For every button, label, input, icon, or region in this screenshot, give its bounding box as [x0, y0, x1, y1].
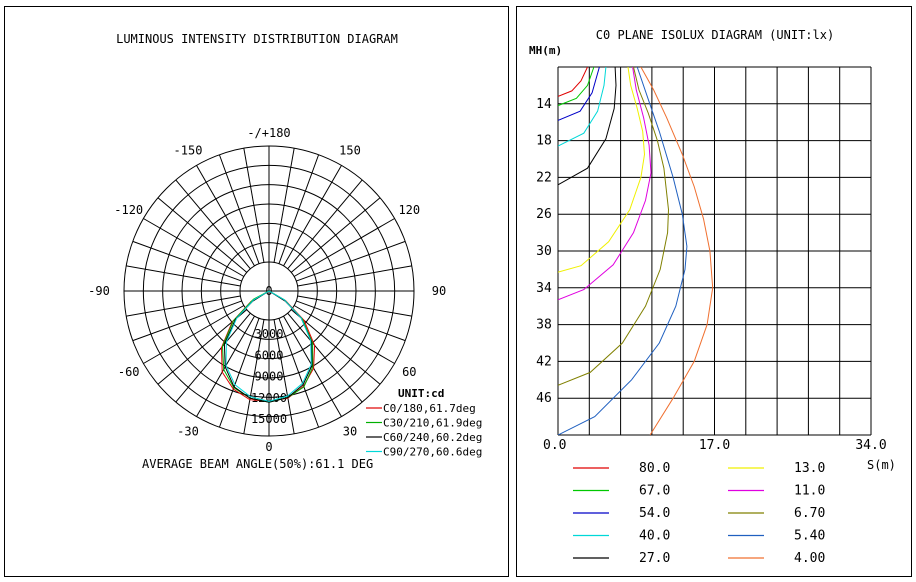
polar-spoke: [278, 318, 320, 428]
polar-spoke: [297, 295, 412, 317]
isolux-legend-label: 40.0: [639, 529, 670, 544]
isolux-legend-label: 6.70: [794, 506, 825, 521]
polar-spoke: [132, 300, 242, 342]
polar-spoke: [243, 148, 265, 263]
polar-spoke: [126, 295, 241, 317]
polar-angle-label: 120: [398, 203, 420, 217]
polar-spoke: [157, 197, 248, 273]
isolux-series-curve: [558, 67, 588, 97]
isolux-series-curve: [558, 67, 670, 386]
polar-spoke: [273, 148, 295, 263]
isolux-x-tick: 34.0: [855, 438, 886, 453]
isolux-legend-label: 27.0: [639, 551, 670, 566]
polar-spoke: [296, 240, 406, 282]
isolux-panel: C0 PLANE ISOLUX DIAGRAM (UNIT:lx) MH(m) S(…: [516, 6, 912, 577]
polar-angle-label: -/+180: [247, 126, 290, 140]
polar-angle-label: -60: [118, 365, 140, 379]
isolux-x-tick: 17.0: [699, 438, 730, 453]
polar-angle-label: 60: [402, 365, 416, 379]
isolux-legend-label: 13.0: [794, 461, 825, 476]
polar-spoke: [143, 218, 245, 277]
polar-spoke: [287, 312, 363, 403]
polar-angle-label: 90: [432, 284, 446, 298]
isolux-x-tick: 0.0: [543, 438, 566, 453]
polar-radial-tick: 15000: [251, 412, 287, 426]
isolux-series-curve: [558, 67, 652, 301]
polar-spoke: [273, 319, 295, 434]
isolux-y-tick: 34: [536, 281, 552, 296]
polar-angle-label: -150: [174, 144, 203, 158]
isolux-y-tick: 42: [536, 354, 552, 369]
isolux-legend-label: 67.0: [639, 484, 670, 499]
polar-angle-label: 0: [265, 440, 272, 454]
isolux-series-curve: [558, 67, 595, 107]
isolux-legend-label: 4.00: [794, 551, 825, 566]
polar-unit-label: UNIT:cd: [398, 387, 444, 400]
polar-spoke: [143, 305, 245, 364]
isolux-x-axis-label: S(m): [867, 458, 896, 472]
isolux-y-tick: 46: [536, 391, 552, 406]
polar-spoke: [290, 309, 381, 385]
polar-series-curve: [225, 290, 312, 402]
isolux-series-curve: [558, 67, 600, 121]
isolux-series-curve: [558, 67, 688, 435]
isolux-y-tick: 26: [536, 207, 552, 222]
polar-angle-label: 30: [343, 424, 357, 438]
isolux-legend-label: 11.0: [794, 484, 825, 499]
isolux-series-curve: [558, 67, 617, 186]
polar-legend-label: C30/210,61.9deg: [383, 417, 482, 430]
polar-title: LUMINOUS INTENSITY DISTRIBUTION DIAGRAM: [116, 32, 398, 46]
isolux-y-axis-label: MH(m): [529, 44, 562, 57]
isolux-y-tick: 18: [536, 134, 552, 149]
isolux-series-curve: [640, 67, 714, 435]
isolux-chart: C0 PLANE ISOLUX DIAGRAM (UNIT:lx) MH(m) S(…: [529, 28, 896, 566]
polar-spoke: [290, 197, 381, 273]
polar-spoke: [297, 265, 412, 287]
polar-spoke: [175, 312, 251, 403]
isolux-legend-label: 54.0: [639, 506, 670, 521]
polar-spoke: [283, 165, 342, 267]
polar-spoke: [196, 165, 255, 267]
polar-spoke: [132, 240, 242, 282]
polar-legend-label: C0/180,61.7deg: [383, 402, 476, 415]
isolux-series-curve: [558, 67, 607, 147]
isolux-y-tick: 30: [536, 244, 552, 259]
polar-spoke: [293, 305, 395, 364]
isolux-curves: [558, 67, 714, 435]
polar-legend-label: C60/240,60.2deg: [383, 431, 482, 444]
isolux-title: C0 PLANE ISOLUX DIAGRAM (UNIT:lx): [596, 28, 834, 42]
polar-spoke: [287, 179, 363, 270]
polar-spoke: [243, 319, 265, 434]
polar-chart: LUMINOUS INTENSITY DISTRIBUTION DIAGRAM -…: [88, 32, 482, 471]
polar-radial-tick: 9000: [255, 370, 284, 384]
polar-radial-tick: 6000: [255, 348, 284, 362]
polar-spoke: [218, 318, 260, 428]
polar-spoke: [175, 179, 251, 270]
polar-angle-label: -90: [88, 284, 110, 298]
polar-radial-tick: 3000: [255, 327, 284, 341]
polar-legend-label: C90/270,60.6deg: [383, 446, 482, 459]
polar-spoke: [296, 300, 406, 342]
polar-spoke: [293, 218, 395, 277]
isolux-y-tick: 38: [536, 318, 552, 333]
polar-angle-label: 150: [339, 144, 361, 158]
polar-spoke: [278, 154, 320, 264]
polar-spoke: [126, 265, 241, 287]
isolux-y-tick: 22: [536, 170, 552, 185]
polar-radial-tick: 12000: [251, 391, 287, 405]
isolux-series-curve: [558, 67, 646, 273]
luminous-intensity-panel: LUMINOUS INTENSITY DISTRIBUTION DIAGRAM -…: [4, 6, 509, 577]
polar-angle-label: -30: [177, 424, 199, 438]
polar-spoke: [218, 154, 260, 264]
isolux-legend-label: 5.40: [794, 529, 825, 544]
polar-angle-label: -120: [114, 203, 143, 217]
polar-footer: AVERAGE BEAM ANGLE(50%):61.1 DEG: [142, 457, 373, 471]
isolux-y-tick: 14: [536, 97, 552, 112]
isolux-legend-label: 80.0: [639, 461, 670, 476]
